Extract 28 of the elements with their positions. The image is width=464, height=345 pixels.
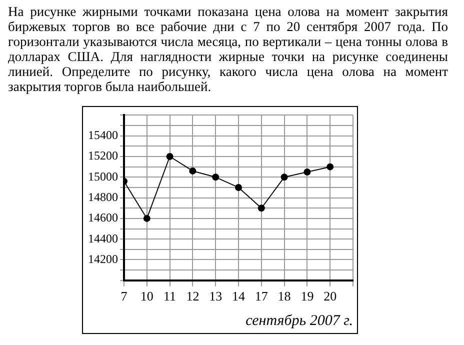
point bbox=[235, 184, 242, 191]
x-tick-label: 18 bbox=[278, 288, 291, 304]
x-tick-label: 20 bbox=[324, 288, 337, 304]
point bbox=[189, 167, 196, 174]
x-tick-label: 7 bbox=[120, 288, 128, 304]
point bbox=[326, 163, 334, 170]
x-tick-label: 11 bbox=[164, 288, 176, 304]
point bbox=[280, 174, 288, 181]
x-tick-label: 14 bbox=[232, 288, 246, 304]
chart-title: На рисунке жирными точками показана цена олова на момент закрытия биржевых торгов во все рабочие дни с 7 по 20 сентября 2007 года. По горизонтали указываются числа месяца, по вертикали – цена тонны олова в долларах США. Для наглядности жирные точки на рисунке соединены линией. Определите по рисунку, какого числа цена олова на момент закрытия торгов была наибольшей. bbox=[8, 4, 448, 94]
y-tick-label: 14400 bbox=[88, 231, 118, 246]
x-tick-label: 17 bbox=[254, 288, 268, 304]
point bbox=[212, 174, 220, 181]
point bbox=[304, 168, 311, 176]
point bbox=[143, 214, 150, 222]
y-tick-label: 14800 bbox=[88, 190, 118, 204]
point bbox=[166, 153, 174, 160]
x-tick-label: 13 bbox=[209, 288, 222, 304]
y-tick-label: 15000 bbox=[88, 169, 118, 184]
y-tick-label: 15200 bbox=[88, 148, 118, 163]
x-axis-title: сентябрь 2007 г. bbox=[246, 312, 353, 329]
y-tick-label: 14600 bbox=[88, 210, 118, 225]
x-tick-label: 12 bbox=[186, 288, 200, 304]
y-tick-label: 14200 bbox=[88, 252, 118, 266]
x-tick-label: 10 bbox=[140, 288, 154, 304]
x-tick-label: 19 bbox=[300, 288, 314, 304]
y-tick-label: 15400 bbox=[88, 128, 118, 142]
point bbox=[258, 204, 265, 212]
